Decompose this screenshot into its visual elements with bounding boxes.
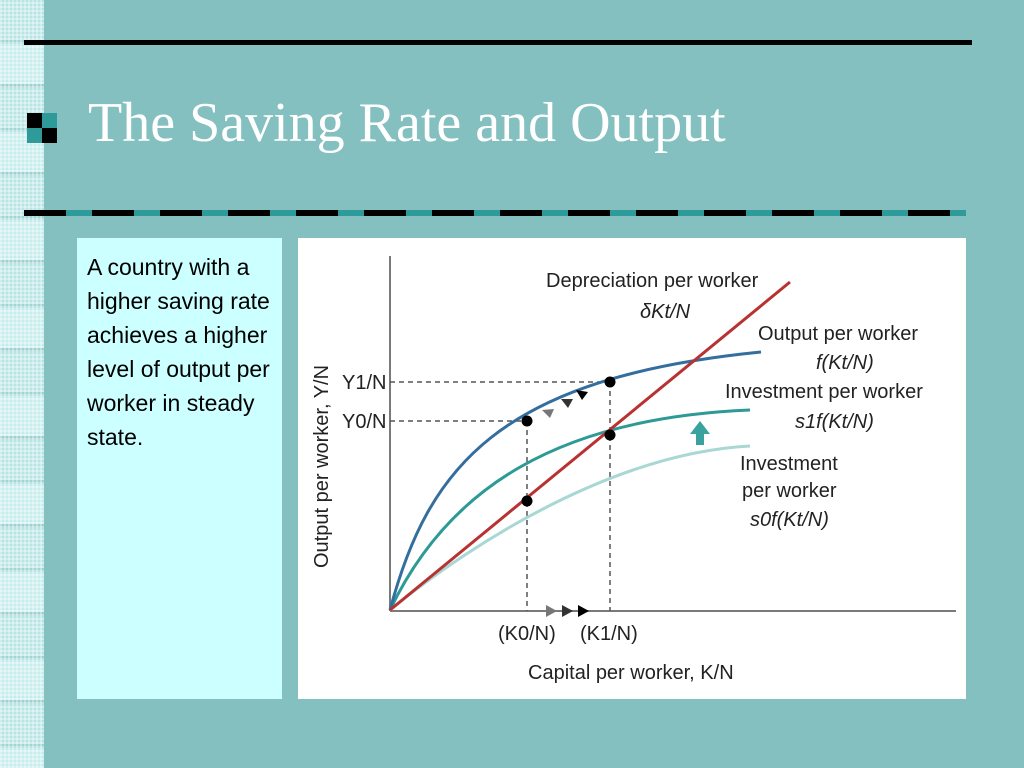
x-tick-k0: (K0/N) [498, 623, 556, 645]
curve-arrow-2 [561, 399, 573, 408]
curve-arrow-1 [542, 409, 554, 418]
point-k1-investment [604, 429, 616, 441]
savings-shift-arrow-icon [690, 421, 710, 445]
point-y1-output [604, 376, 616, 388]
output-title: Output per worker [758, 323, 918, 345]
x-axis-label: Capital per worker, K/N [528, 662, 734, 684]
top-rule [24, 40, 972, 45]
investment-low-title-2: per worker [742, 480, 837, 502]
curve-arrow-3 [576, 390, 588, 400]
investment-high-formula: s1f(Kt/N) [795, 411, 874, 433]
investment-low-formula: s0f(Kt/N) [750, 509, 829, 531]
depreciation-title: Depreciation per worker [546, 270, 759, 292]
investment-high-curve [388, 408, 751, 611]
point-k0-investment [521, 495, 533, 507]
point-y0-output [521, 415, 533, 427]
y-tick-y1: Y1/N [342, 372, 386, 394]
axis-arrow-1 [546, 605, 557, 617]
depreciation-formula: δKt/N [640, 301, 691, 323]
depreciation-line [389, 280, 791, 612]
output-formula: f(Kt/N) [816, 352, 874, 374]
saving-rate-diagram: Y1/N Y0/N (K0/N) (K1/N) Capital per work… [311, 256, 956, 684]
text-panel: A country with a higher saving rate achi… [77, 238, 282, 699]
title-divider [24, 210, 966, 216]
investment-low-title-1: Investment [740, 453, 838, 475]
body-text: A country with a higher saving rate achi… [87, 254, 270, 450]
slide-title: The Saving Rate and Output [88, 92, 726, 154]
y-axis-label: Output per worker, Y/N [311, 365, 333, 568]
x-tick-k1: (K1/N) [580, 623, 638, 645]
axis-arrow-2 [562, 605, 573, 617]
axis-arrow-3 [578, 605, 589, 617]
output-curve [388, 350, 762, 611]
investment-high-title: Investment per worker [725, 381, 923, 403]
diagram-panel: Y1/N Y0/N (K0/N) (K1/N) Capital per work… [298, 238, 966, 699]
title-bullet-icon [27, 113, 57, 143]
y-tick-y0: Y0/N [342, 411, 386, 433]
